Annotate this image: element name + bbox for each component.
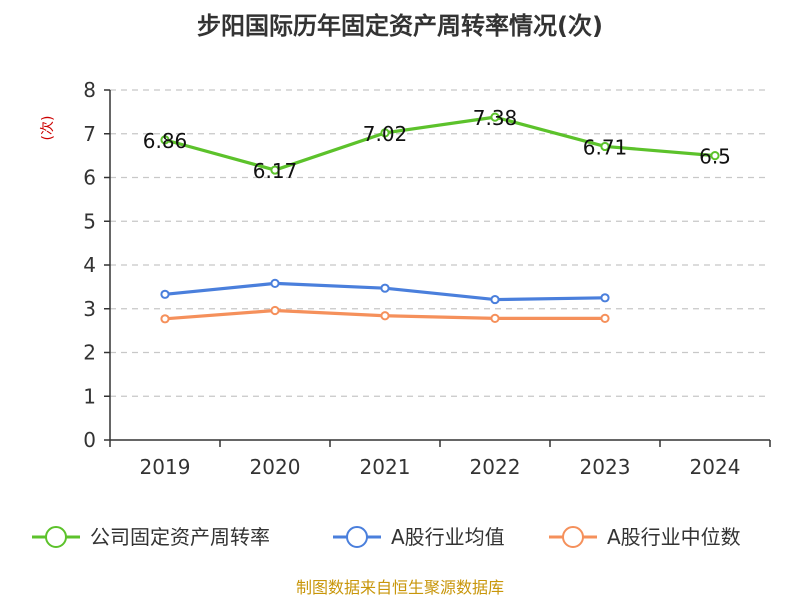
data-label-2023: 6.71 — [583, 135, 628, 159]
legend-marker-0 — [45, 526, 67, 548]
x-tick-label-2019: 2019 — [140, 455, 191, 479]
point-2-2022 — [490, 313, 500, 323]
x-tick-label-2022: 2022 — [470, 455, 521, 479]
y-tick-label-6: 6 — [83, 166, 96, 190]
point-0-2023 — [600, 141, 610, 152]
y-axis-label: (次) — [40, 116, 56, 141]
x-tick-label-2021: 2021 — [360, 455, 411, 479]
y-tick-label-2: 2 — [83, 341, 96, 365]
point-2-2023 — [600, 313, 610, 323]
data-label-2024: 6.5 — [699, 145, 731, 169]
data-label-2020: 6.17 — [253, 159, 298, 183]
point-0-2019 — [160, 135, 170, 145]
point-1-2023 — [600, 293, 610, 303]
series-layer — [160, 112, 720, 324]
point-1-2021 — [380, 283, 390, 293]
legend-marker-1 — [346, 526, 368, 548]
point-2-2019 — [160, 314, 170, 324]
series-line-0 — [164, 115, 716, 172]
point-0-2024 — [710, 151, 720, 161]
point-0-2020 — [270, 165, 280, 175]
data-label-2021: 7.02 — [363, 122, 408, 146]
legend-item-2: A股行业中位数 — [607, 525, 741, 549]
data-labels: 6.86 6.17 7.02 7.38 6.71 6.5 — [143, 106, 731, 183]
y-tick-label-7: 7 — [83, 122, 96, 146]
point-0-2022 — [490, 112, 500, 122]
legend-marker-2 — [562, 526, 584, 548]
point-0-2021 — [380, 128, 390, 138]
point-1-2019 — [160, 289, 170, 299]
y-tick-label-5: 5 — [83, 209, 96, 233]
gridlines — [110, 89, 770, 397]
y-tick-label-1: 1 — [83, 384, 96, 408]
point-2-2020 — [270, 305, 280, 316]
data-label-2019: 6.86 — [143, 129, 188, 153]
legend-item-1: A股行业均值 — [391, 525, 505, 549]
y-tick-labels: 0 1 2 3 4 5 6 7 8 — [83, 78, 96, 452]
data-label-2022: 7.38 — [473, 106, 518, 130]
y-tick-label-4: 4 — [83, 253, 96, 277]
point-1-2022 — [490, 294, 500, 305]
y-tick-label-8: 8 — [83, 78, 96, 102]
axes — [104, 89, 771, 447]
source-note: 制图数据来自恒生聚源数据库 — [296, 578, 504, 597]
point-1-2020 — [270, 278, 280, 288]
legend-item-0: 公司固定资产周转率 — [90, 525, 270, 549]
point-2-2021 — [380, 311, 390, 321]
x-tick-labels: 2019 2020 2021 2022 2023 2024 — [140, 455, 741, 479]
legend: 公司固定资产周转率 A股行业均值 A股行业中位数 — [32, 525, 741, 549]
x-tick-label-2020: 2020 — [250, 455, 301, 479]
y-tick-label-3: 3 — [83, 297, 96, 321]
x-tick-label-2024: 2024 — [690, 455, 741, 479]
x-tick-label-2023: 2023 — [580, 455, 631, 479]
y-tick-label-0: 0 — [83, 428, 96, 452]
chart-title: 步阳国际历年固定资产周转率情况(次) — [197, 12, 603, 40]
